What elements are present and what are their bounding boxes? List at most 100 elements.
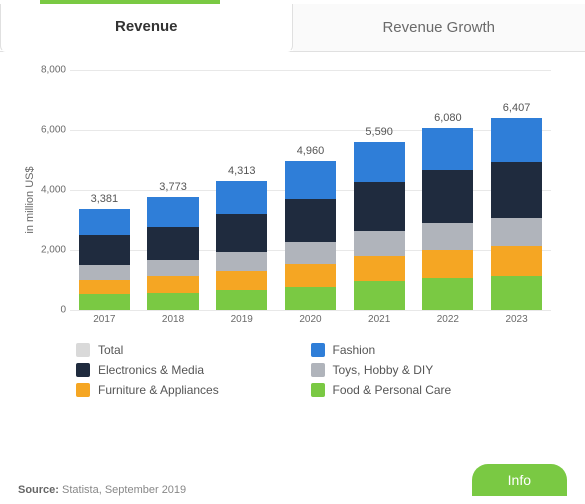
x-tick-label: 2022 (417, 310, 480, 330)
x-tick-label: 2019 (211, 310, 274, 330)
tabs: Revenue Revenue Growth (0, 4, 585, 52)
bar-stack (285, 161, 336, 310)
legend-item: Furniture & Appliances (76, 380, 311, 400)
footer: Source: Statista, September 2019 Info (0, 456, 585, 504)
bar-segment (216, 181, 267, 215)
y-tick-label: 8,000 (34, 65, 66, 76)
y-tick-label: 2,000 (34, 245, 66, 256)
bar-segment (491, 218, 542, 246)
x-tick-label: 2020 (279, 310, 342, 330)
legend-swatch (311, 363, 325, 377)
bar-segment (79, 265, 130, 280)
legend-swatch (76, 363, 90, 377)
bar-segment (285, 287, 336, 310)
legend-swatch (76, 383, 90, 397)
tab-revenue[interactable]: Revenue (0, 4, 293, 52)
bar-segment (216, 271, 267, 290)
bar-segment (354, 142, 405, 182)
bar-segment (422, 278, 473, 310)
legend-label: Toys, Hobby & DIY (333, 363, 434, 377)
legend-label: Furniture & Appliances (98, 383, 219, 397)
bar-column: 3,773 (142, 197, 205, 310)
legend: Total Fashion Electronics & Media Toys, Hob… (0, 330, 585, 406)
bar-segment (216, 290, 267, 310)
chart-plot-area: in million US$ 02,0004,0006,0008,000 3,3… (70, 70, 551, 330)
x-tick-label: 2023 (485, 310, 548, 330)
legend-label: Electronics & Media (98, 363, 204, 377)
chart: in million US$ 0 2,000 4,000 6,000 8,000 3,3… (0, 52, 585, 330)
legend-item: Toys, Hobby & DIY (311, 360, 546, 380)
bar-segment (285, 199, 336, 243)
legend-label: Fashion (333, 343, 376, 357)
legend-label: Total (98, 343, 123, 357)
bar-segment (147, 260, 198, 277)
bar-segment (422, 170, 473, 223)
bar-column: 6,407 (485, 118, 548, 310)
bar-segment (147, 227, 198, 260)
y-tick-label: 6,000 (34, 125, 66, 136)
bar-segment (285, 161, 336, 199)
bar-stack (491, 118, 542, 310)
bar-segment (491, 162, 542, 218)
x-tick-label: 2017 (73, 310, 136, 330)
bar-stack (216, 181, 267, 310)
bar-stack (422, 128, 473, 310)
bar-segment (147, 293, 198, 310)
bar-segment (422, 250, 473, 278)
bar-stack (79, 209, 130, 310)
source-prefix: Source: (18, 484, 59, 496)
bar-total-label: 5,590 (365, 126, 393, 142)
bar-segment (79, 280, 130, 294)
bar-total-label: 4,960 (297, 145, 325, 161)
bar-column: 4,313 (211, 181, 274, 310)
bar-segment (79, 209, 130, 236)
bar-segment (147, 197, 198, 227)
x-tick-label: 2021 (348, 310, 411, 330)
bar-column: 6,080 (417, 128, 480, 310)
x-axis: 2017 2018 20192020 2021 20222023 (70, 310, 551, 330)
bar-stack (147, 197, 198, 310)
bar-total-label: 3,381 (91, 193, 119, 209)
bar-column: 3,381 (73, 209, 136, 310)
bar-stack (354, 142, 405, 310)
source-line: Source: Statista, September 2019 (18, 484, 186, 496)
bar-segment (491, 276, 542, 310)
bar-segment (216, 214, 267, 252)
bar-segment (79, 235, 130, 265)
bar-segment (491, 118, 542, 162)
legend-swatch (311, 343, 325, 357)
legend-item: Total (76, 340, 311, 360)
y-axis-label: in million US$ (24, 166, 36, 233)
info-button[interactable]: Info (472, 464, 567, 496)
legend-label: Food & Personal Care (333, 383, 452, 397)
bar-segment (354, 231, 405, 256)
legend-swatch (311, 383, 325, 397)
bar-segment (285, 264, 336, 286)
bar-total-label: 4,313 (228, 165, 256, 181)
bar-segment (285, 242, 336, 264)
tab-revenue-growth[interactable]: Revenue Growth (293, 4, 585, 51)
bar-segment (422, 128, 473, 170)
bar-total-label: 6,080 (434, 112, 462, 128)
bar-total-label: 3,773 (159, 181, 187, 197)
legend-item: Electronics & Media (76, 360, 311, 380)
bar-segment (354, 281, 405, 310)
legend-swatch (76, 343, 90, 357)
y-tick-label: 4,000 (34, 185, 66, 196)
y-tick-label: 0 (34, 305, 66, 316)
legend-item: Food & Personal Care (311, 380, 546, 400)
bar-segment (491, 246, 542, 276)
bar-column: 4,960 (279, 161, 342, 310)
bar-segment (422, 223, 473, 250)
bars-container: 3,3813,7734,3134,9605,5906,0806,407 (70, 70, 551, 310)
bar-column: 5,590 (348, 142, 411, 310)
legend-item: Fashion (311, 340, 546, 360)
bar-segment (79, 294, 130, 310)
bar-segment (147, 276, 198, 292)
source-text: Statista, September 2019 (62, 484, 186, 496)
bar-segment (216, 252, 267, 271)
x-tick-label: 2018 (142, 310, 205, 330)
bar-total-label: 6,407 (503, 102, 531, 118)
bar-segment (354, 182, 405, 231)
bar-segment (354, 256, 405, 282)
